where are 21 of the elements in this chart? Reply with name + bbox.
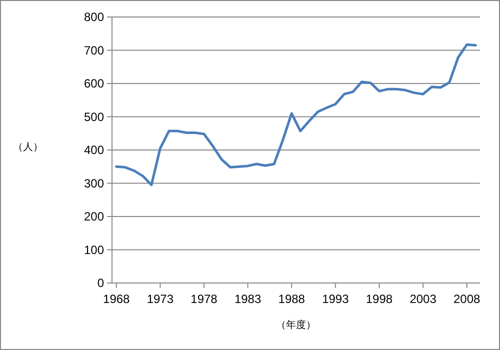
y-tick-label: 500: [84, 110, 104, 124]
x-tick-label: 2008: [454, 292, 481, 306]
y-tick-label: 300: [84, 176, 104, 190]
x-tick-label: 2003: [410, 292, 437, 306]
y-tick-label: 800: [84, 10, 104, 24]
x-tick-label: 1998: [366, 292, 393, 306]
x-tick-label: 1973: [146, 292, 174, 306]
y-tick-label: 400: [84, 143, 104, 158]
y-tick-label: 100: [84, 242, 104, 257]
x-tick-label: 1968: [103, 292, 130, 306]
x-tick-label: 1993: [322, 292, 350, 306]
x-tick-label: 1978: [190, 292, 218, 306]
y-tick-label: 0: [97, 276, 104, 290]
x-axis-title: （年度）: [276, 319, 316, 331]
line-series: [115, 43, 477, 186]
y-axis-title: （人）: [13, 142, 43, 153]
y-tick-label: 600: [84, 76, 104, 91]
x-tick-label: 1983: [234, 292, 262, 306]
x-tick-label: 1988: [278, 292, 306, 306]
y-tick-label: 200: [84, 210, 104, 224]
y-tick-label: 700: [84, 43, 104, 58]
